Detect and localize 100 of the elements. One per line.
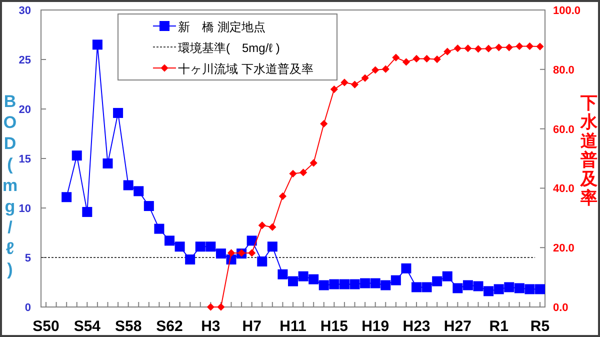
y2-tick-label: 80.0: [553, 64, 574, 76]
point: [433, 56, 441, 64]
point: [92, 40, 102, 50]
point: [216, 248, 226, 259]
point: [310, 159, 318, 167]
x-tick-label: H23: [402, 318, 430, 335]
point: [452, 283, 463, 294]
point: [144, 201, 154, 212]
point: [462, 280, 473, 290]
legend-label: 十ヶ川流域 下水道普及率: [178, 62, 314, 76]
point: [227, 249, 236, 257]
point: [299, 168, 308, 176]
point: [278, 269, 288, 280]
y2-tick-label: 60.0: [553, 124, 574, 136]
y-tick-label: 10: [18, 203, 31, 215]
point: [298, 271, 308, 282]
point: [484, 44, 492, 52]
y2-tick-label: 0.0: [553, 302, 568, 314]
point: [195, 242, 206, 252]
point: [72, 150, 82, 161]
point: [473, 281, 484, 292]
point: [257, 256, 268, 266]
point: [422, 54, 431, 63]
legend-label: 新 橋 測定地点: [178, 20, 266, 34]
x-tick-label: H27: [444, 318, 472, 335]
x-tick-label: H15: [320, 318, 348, 335]
point: [361, 74, 369, 82]
point: [360, 278, 370, 288]
point: [246, 236, 257, 246]
point: [278, 192, 287, 200]
point: [350, 80, 359, 88]
point: [516, 42, 524, 50]
point: [217, 303, 225, 311]
x-tick-label: S58: [114, 318, 142, 335]
point: [412, 282, 422, 292]
point: [268, 223, 276, 231]
text: BOD(mg/ℓ): [2, 92, 18, 279]
point: [454, 44, 462, 52]
point: [382, 65, 390, 73]
point: [494, 284, 504, 294]
y-tick-label: 15: [18, 154, 31, 166]
point: [495, 44, 503, 52]
point: [401, 263, 412, 274]
point: [535, 284, 545, 294]
x-tick-label: H19: [362, 318, 390, 335]
point: [134, 186, 144, 196]
point: [339, 279, 350, 290]
point: [113, 108, 124, 118]
point: [526, 42, 534, 50]
y-tick-label: 20: [18, 104, 31, 116]
point: [474, 45, 482, 53]
point: [442, 271, 452, 282]
point: [123, 180, 134, 190]
y-tick-label: 5: [24, 252, 31, 264]
point: [154, 224, 164, 234]
point: [505, 44, 513, 52]
point: [402, 58, 410, 66]
point: [206, 303, 214, 311]
point: [464, 44, 472, 52]
point: [412, 54, 420, 63]
x-tick-label: H7: [242, 318, 262, 335]
point: [82, 206, 92, 217]
y2-tick-label: 20.0: [553, 242, 574, 255]
point: [164, 236, 174, 246]
point: [289, 170, 297, 178]
y2-tick-label: 100.0: [553, 5, 581, 17]
point: [536, 42, 544, 50]
point: [370, 278, 380, 288]
point: [102, 158, 113, 168]
point: [330, 86, 338, 94]
point: [350, 279, 360, 290]
point: [504, 282, 514, 292]
point: [340, 78, 348, 86]
point: [372, 66, 380, 74]
point: [392, 54, 400, 62]
point: [380, 280, 391, 290]
y-tick-label: 25: [18, 54, 31, 66]
y2-tick-label: 40.0: [553, 183, 574, 196]
y-tick-label: 30: [18, 5, 31, 17]
point: [308, 274, 319, 284]
x-tick-label: S50: [32, 318, 60, 335]
point: [524, 284, 535, 294]
point: [318, 280, 329, 290]
y-tick-label: 0: [24, 302, 31, 314]
point: [267, 242, 278, 252]
y2-axis-title: 下水道普及率: [580, 93, 598, 208]
x-tick-label: S54: [74, 318, 102, 335]
point: [444, 48, 452, 56]
point: [174, 242, 185, 252]
x-tick-label: R1: [489, 318, 508, 335]
point: [185, 254, 196, 264]
point: [514, 283, 524, 294]
point: [390, 275, 401, 286]
point: [422, 282, 432, 292]
x-tick-label: S62: [156, 318, 183, 335]
x-tick-label: H11: [280, 318, 306, 335]
point: [248, 249, 256, 257]
point: [288, 276, 298, 286]
point: [320, 120, 328, 128]
point: [432, 276, 442, 286]
